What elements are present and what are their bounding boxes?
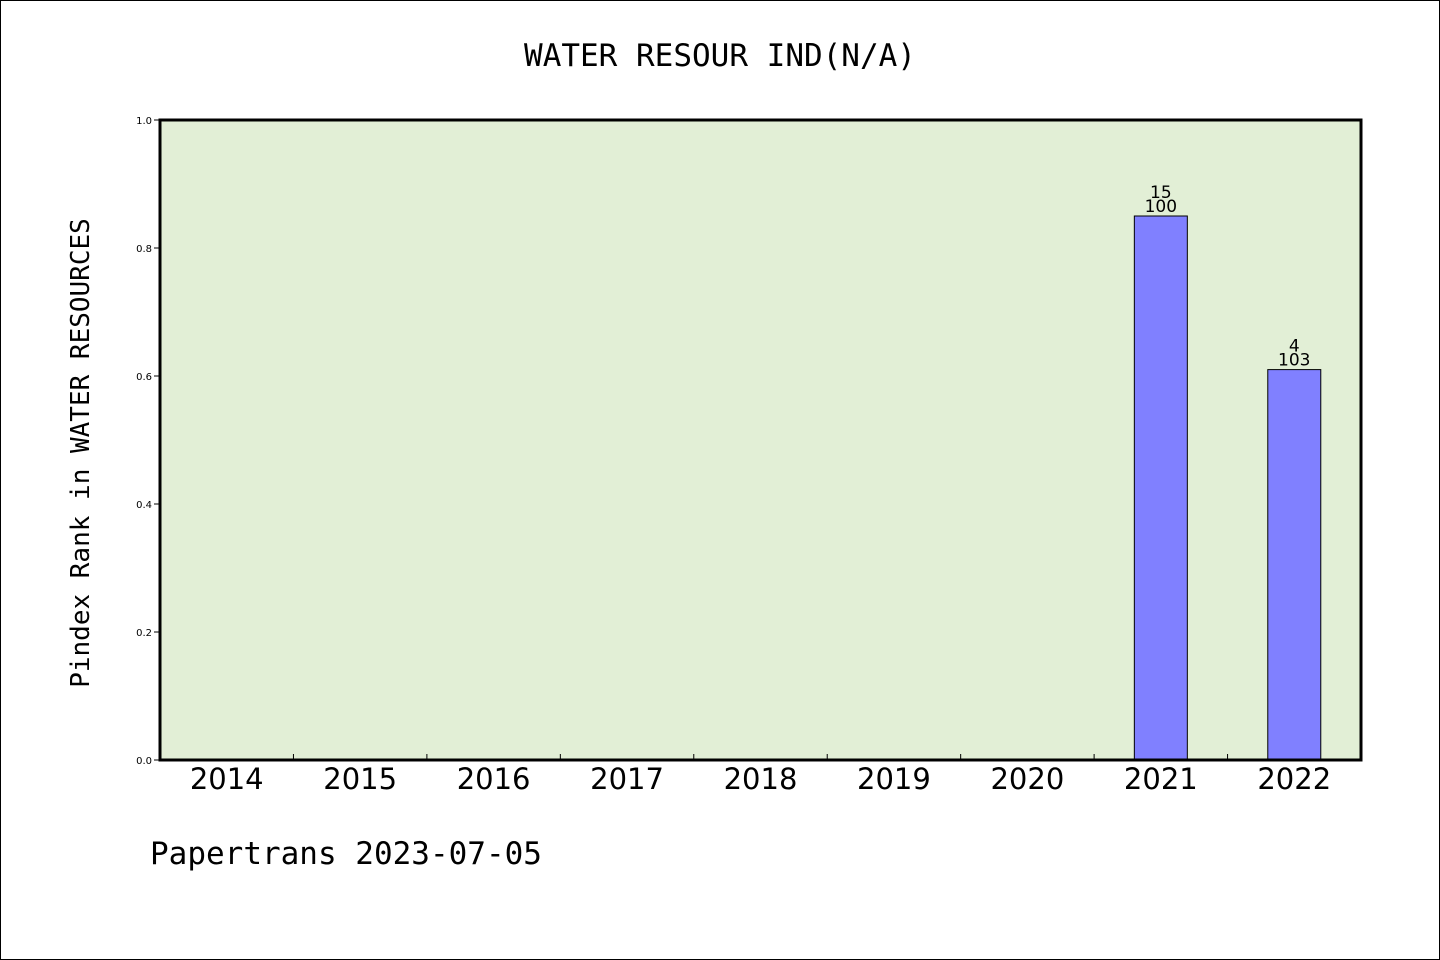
bar-label-top: 15 [1150,183,1172,203]
bar [1267,369,1322,761]
y-axis-label: Pindex Rank in WATER RESOURCES [66,218,96,688]
ticks-layer: 0.0 0.2 0.4 0.6 0.8 1.0 [136,116,1229,767]
x-tick-label: 2014 [190,762,264,796]
x-tick-label: 2016 [457,762,531,796]
bar [1133,215,1188,761]
x-tick-label: 2015 [323,762,397,796]
y-tick-label: 0.4 [136,500,152,511]
footer-text: Papertrans 2023-07-05 [150,836,542,872]
bars-layer [1133,215,1322,761]
bar-label-top: 4 [1289,337,1300,357]
chart-title: WATER RESOUR IND(N/A) [524,38,916,74]
bar-label-bottom: 100 [1145,197,1177,217]
x-tick-label: 2021 [1124,762,1198,796]
x-tick-label: 2017 [590,762,664,796]
x-tick-label: 2022 [1257,762,1331,796]
x-tick-label: 2020 [990,762,1064,796]
plot-border [158,118,1363,762]
x-tick-label: 2019 [857,762,931,796]
y-tick-label: 0.8 [136,244,152,255]
x-tick-label: 2018 [724,762,798,796]
y-tick-label: 0.0 [136,756,152,767]
y-tick-label: 0.6 [136,372,152,383]
labels-layer: 2014 2015 2016 2017 2018 2019 2020 2021 20221510… [190,183,1331,796]
bar-label-bottom: 103 [1278,351,1310,371]
y-tick-label: 1.0 [136,116,152,127]
y-tick-label: 0.2 [136,628,152,639]
